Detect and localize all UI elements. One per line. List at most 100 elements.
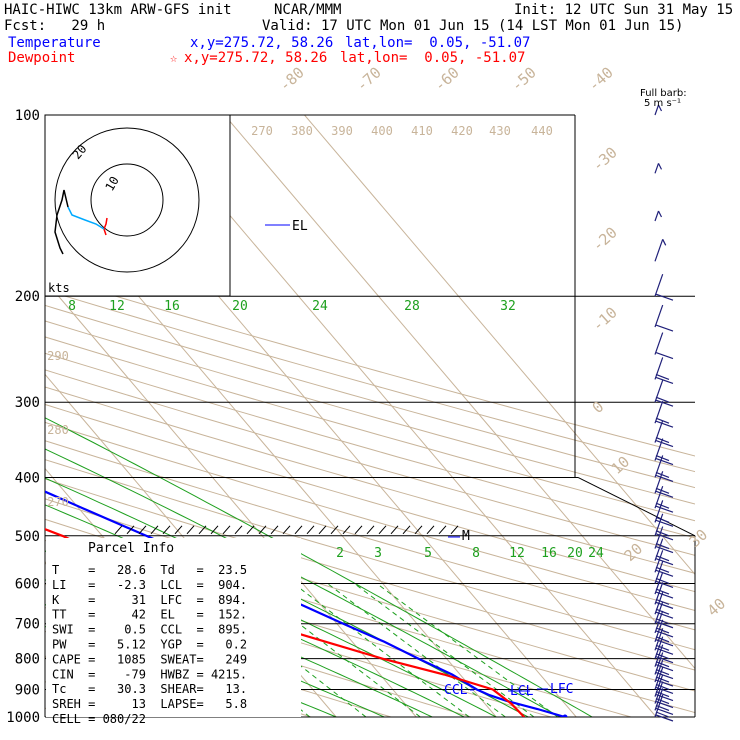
wind-barb bbox=[654, 239, 667, 262]
inset-corner-line bbox=[577, 476, 696, 537]
isotherm-line bbox=[224, 115, 695, 670]
wind-barb-flag bbox=[655, 577, 670, 585]
wind-barb-flag bbox=[655, 611, 674, 619]
mixing-ratio-label: 24 bbox=[312, 299, 328, 314]
wind-barb-staff bbox=[654, 571, 664, 595]
wind-barb bbox=[654, 104, 663, 116]
wind-barb-flag bbox=[655, 704, 670, 711]
wind-barb bbox=[654, 274, 674, 301]
wind-barb-staff bbox=[654, 380, 664, 403]
wind-barb-flag bbox=[657, 104, 663, 112]
wind-barb bbox=[654, 486, 674, 513]
wind-barb-flag bbox=[655, 396, 670, 403]
hatch-mark bbox=[294, 525, 303, 535]
level-label-ccl: CCL bbox=[444, 683, 468, 698]
parcel-info-row: PW = 5.12 YGP = 0.2 bbox=[52, 638, 247, 652]
parcel-info-row: LI = -2.3 LCL = 904. bbox=[52, 578, 247, 592]
wind-barb-staff bbox=[654, 500, 664, 523]
dry-adiabat bbox=[45, 403, 695, 593]
wind-barb-staff bbox=[654, 357, 664, 380]
wind-barb-flag bbox=[655, 686, 674, 695]
wind-barb-flag bbox=[655, 639, 674, 647]
hodograph-trace-mid bbox=[67, 206, 105, 230]
wind-barb bbox=[654, 400, 674, 428]
pressure-tick-label: 600 bbox=[15, 576, 40, 592]
wind-barb-staff bbox=[654, 455, 664, 478]
wind-barb-staff bbox=[654, 538, 664, 561]
wind-barb-flag bbox=[655, 698, 670, 705]
mixing-ratio-label: 2 bbox=[336, 546, 344, 561]
parcel-info-row: SREH = 13 LAPSE= 5.8 bbox=[52, 697, 247, 711]
wind-barb-flag bbox=[657, 210, 663, 218]
wind-barb bbox=[654, 526, 674, 554]
wind-barb-staff bbox=[654, 628, 664, 651]
mixing-ratio-label: 3 bbox=[374, 546, 382, 561]
wind-barb-flag bbox=[655, 351, 674, 360]
hodograph-units: kts bbox=[48, 281, 70, 295]
hatch-mark bbox=[150, 525, 159, 535]
temperature-location: x,y=275.72, 58.26 bbox=[190, 35, 334, 51]
hatch-mark bbox=[246, 525, 255, 535]
wind-barb bbox=[654, 304, 674, 332]
level-label-lfc: LFC bbox=[550, 682, 573, 697]
hatch-mark bbox=[438, 525, 447, 535]
wind-barb-flag bbox=[655, 455, 670, 462]
wind-barb bbox=[654, 644, 674, 672]
parcel-info-row: CELL = 080/22 bbox=[52, 712, 146, 726]
hodograph-box bbox=[44, 114, 231, 297]
hatch-mark bbox=[114, 525, 123, 535]
wind-barb-flag bbox=[655, 487, 670, 494]
wind-barb-flag bbox=[655, 598, 670, 605]
parcel-info-row: SWI = 0.5 CCL = 895. bbox=[52, 623, 247, 637]
hatch-mark bbox=[402, 525, 411, 535]
wind-barb-flag bbox=[655, 661, 670, 668]
dewpoint-legend: Dewpoint bbox=[8, 50, 76, 66]
wind-barb-staff bbox=[654, 210, 660, 222]
pressure-tick-label: 200 bbox=[15, 289, 40, 305]
wind-barb-flag bbox=[655, 664, 674, 672]
wind-barb-flag bbox=[655, 490, 674, 498]
wind-barb-staff bbox=[654, 239, 664, 262]
wind-barb-staff bbox=[654, 274, 664, 297]
wind-barb-flag bbox=[655, 714, 674, 722]
wind-barb-staff bbox=[654, 104, 660, 116]
hatch-mark bbox=[450, 525, 459, 535]
wind-barb-flag bbox=[655, 711, 670, 718]
wind-barb bbox=[654, 438, 674, 466]
pressure-tick-label: 300 bbox=[15, 395, 40, 411]
mixing-ratio-label: 8 bbox=[68, 299, 76, 314]
wind-barb-flag bbox=[662, 239, 667, 246]
mixing-ratio-label: 20 bbox=[567, 546, 583, 561]
theta-label: 270 bbox=[47, 495, 69, 509]
wind-barb-flag bbox=[655, 505, 674, 513]
dry-adiabat bbox=[45, 336, 695, 522]
parcel-info-row: Tc = 30.3 SHEAR= 13. bbox=[52, 682, 247, 696]
temperature-tick-label: -50 bbox=[508, 63, 540, 95]
wind-barb-staff bbox=[654, 400, 664, 424]
wind-barb-flag bbox=[655, 555, 670, 562]
org-label: NCAR/MMM bbox=[274, 2, 342, 18]
wind-barb-flag bbox=[655, 679, 674, 687]
pressure-tick-label: 800 bbox=[15, 652, 40, 668]
hatch-mark bbox=[186, 525, 195, 535]
wind-barb-flag bbox=[655, 627, 670, 634]
temperature-tick-label: -70 bbox=[353, 63, 385, 95]
wind-barb-flag bbox=[655, 436, 670, 444]
pressure-tick-label: 1000 bbox=[6, 710, 40, 726]
wind-barb-staff bbox=[654, 526, 664, 549]
wind-barb bbox=[654, 420, 674, 448]
hodograph-trace-low bbox=[103, 217, 108, 236]
hatch-mark bbox=[318, 525, 327, 535]
mixing-ratio-label: 24 bbox=[588, 546, 604, 561]
wind-barb-flag bbox=[655, 707, 674, 715]
hatch-mark bbox=[162, 525, 171, 535]
mixing-ratio-label: 20 bbox=[232, 299, 248, 314]
wind-barb-staff bbox=[654, 332, 664, 355]
wind-barb-flag bbox=[655, 399, 674, 407]
mixing-ratio-line bbox=[353, 582, 535, 717]
dry-adiabat bbox=[45, 320, 695, 505]
wind-barb-flag bbox=[655, 636, 670, 643]
hatch-mark bbox=[354, 525, 363, 535]
mixing-ratio-label: 28 bbox=[404, 299, 420, 314]
